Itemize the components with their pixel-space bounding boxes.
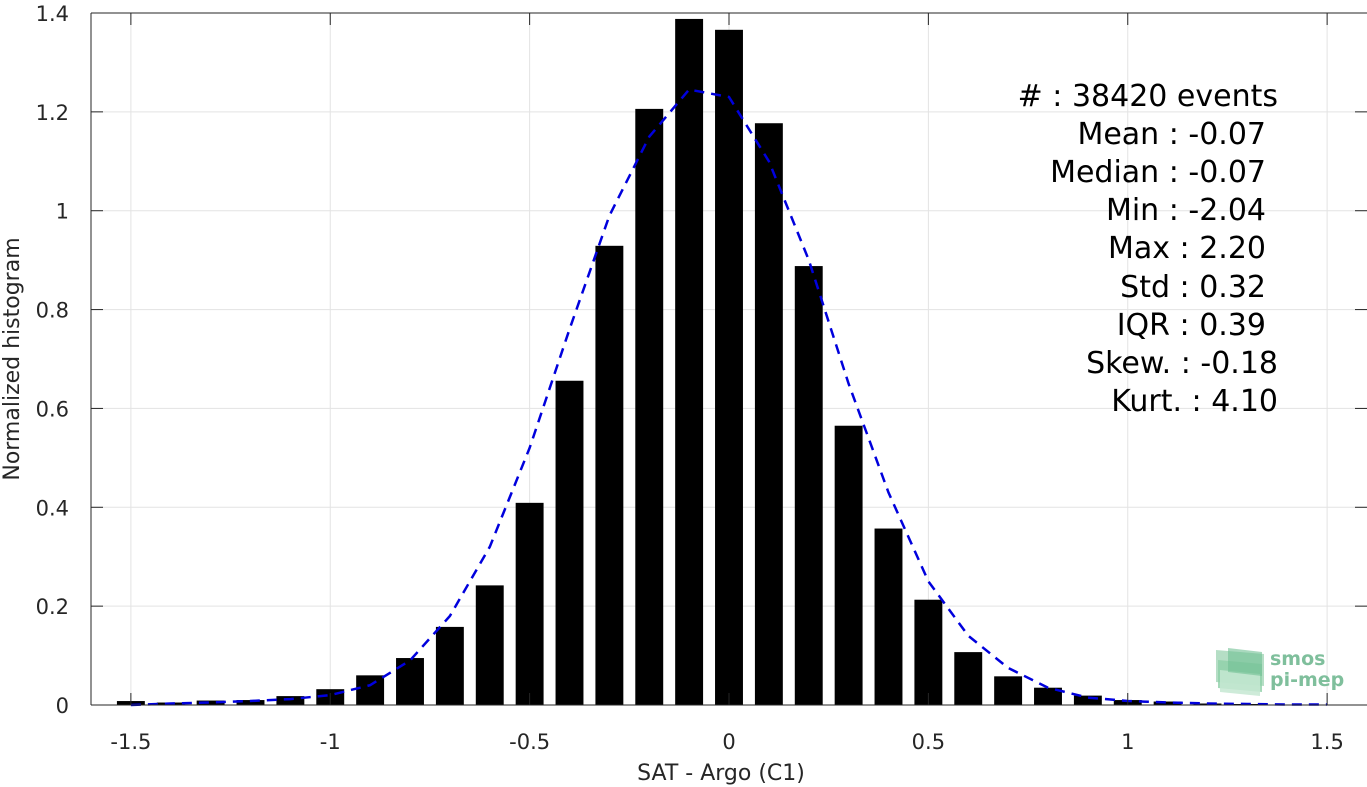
histogram-bar bbox=[874, 528, 903, 705]
stats-count: # : 38420 events bbox=[1018, 79, 1278, 114]
x-tick-label: 0 bbox=[722, 730, 735, 754]
x-tick-label: -0.5 bbox=[509, 730, 550, 754]
y-tick-label: 0.2 bbox=[36, 595, 69, 619]
histogram-bar bbox=[276, 696, 305, 705]
y-tick-label: 0.8 bbox=[36, 299, 69, 323]
histogram-bar bbox=[1073, 695, 1102, 705]
bar-layer bbox=[116, 18, 1342, 706]
histogram-bar bbox=[1153, 701, 1182, 705]
x-tick-label: 1.5 bbox=[1310, 730, 1343, 754]
histogram-bar bbox=[356, 675, 385, 705]
histogram-bar bbox=[675, 18, 704, 705]
x-tick-label: -1.5 bbox=[110, 730, 151, 754]
histogram-bar bbox=[475, 585, 504, 705]
histogram-bar bbox=[236, 700, 265, 705]
y-tick-label: 1 bbox=[56, 200, 69, 224]
histogram-bar bbox=[754, 123, 783, 706]
logo-emblem-icon bbox=[1216, 648, 1264, 696]
stats-skew: Skew. : -0.18 bbox=[1086, 346, 1278, 381]
stats-mean: Mean : -0.07 bbox=[1077, 117, 1266, 152]
histogram-bar bbox=[635, 108, 664, 706]
y-tick-labels: 0 0.2 0.4 0.6 0.8 1 1.2 1.4 bbox=[36, 2, 69, 718]
x-tick-label: 0.5 bbox=[912, 730, 945, 754]
x-tick-labels: -1.5 -1 -0.5 0 0.5 1 1.5 bbox=[110, 730, 1343, 754]
x-tick-label: -1 bbox=[320, 730, 341, 754]
y-tick-label: 1.2 bbox=[36, 101, 69, 125]
stats-kurt: Kurt. : 4.10 bbox=[1111, 384, 1278, 419]
stats-max: Max : 2.20 bbox=[1108, 231, 1266, 266]
stats-iqr: IQR : 0.39 bbox=[1117, 308, 1266, 343]
histogram-bar bbox=[994, 676, 1023, 705]
histogram-bar bbox=[914, 599, 943, 705]
histogram-bar bbox=[435, 626, 464, 705]
histogram-bar bbox=[196, 700, 225, 705]
histogram-bar bbox=[555, 380, 584, 705]
histogram-bar bbox=[715, 29, 743, 705]
histogram-bar bbox=[834, 425, 863, 705]
logo-line-1: smos bbox=[1270, 648, 1325, 670]
axes-layer bbox=[90, 12, 1367, 706]
stats-min: Min : -2.04 bbox=[1106, 193, 1266, 228]
histogram-bar bbox=[954, 652, 983, 705]
stats-std: Std : 0.32 bbox=[1120, 270, 1266, 305]
smos-pimep-logo: smos pi-mep bbox=[1216, 648, 1344, 696]
x-tick-label: 1 bbox=[1121, 730, 1134, 754]
stats-median: Median : -0.07 bbox=[1050, 155, 1266, 190]
y-tick-label: 0 bbox=[56, 694, 69, 718]
stats-annotation: # : 38420 events Mean : -0.07 Median : -… bbox=[1018, 79, 1278, 419]
histogram-bar bbox=[595, 245, 624, 705]
x-axis-title: SAT - Argo (C1) bbox=[637, 761, 805, 786]
logo-line-2: pi-mep bbox=[1270, 669, 1344, 691]
y-tick-label: 0.4 bbox=[36, 496, 69, 520]
y-axis-title: Normalized histogram bbox=[0, 237, 25, 480]
histogram-bar bbox=[515, 502, 544, 705]
y-tick-label: 1.4 bbox=[36, 2, 69, 26]
histogram-bar bbox=[794, 266, 823, 705]
histogram-bar bbox=[1034, 687, 1062, 705]
y-tick-label: 0.6 bbox=[36, 397, 69, 421]
